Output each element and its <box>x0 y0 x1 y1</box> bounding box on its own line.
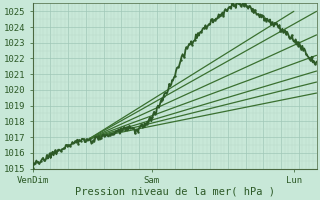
X-axis label: Pression niveau de la mer( hPa ): Pression niveau de la mer( hPa ) <box>75 187 275 197</box>
